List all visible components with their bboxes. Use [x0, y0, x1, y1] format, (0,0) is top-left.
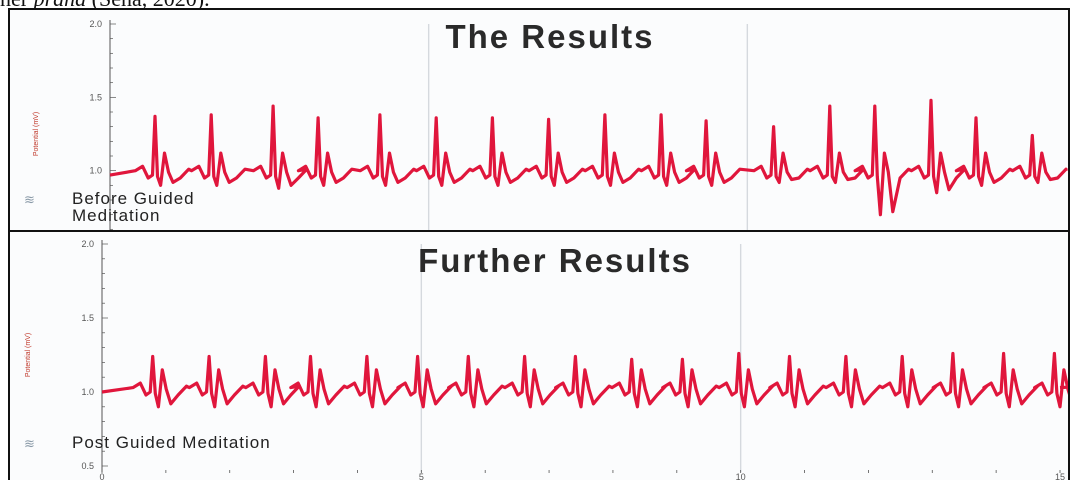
caption-prefix: ner [0, 0, 34, 11]
chart-panel-after: 2.0 1.5 1.0 0.5 0 5 10 15 Potential (mV) Further … [8, 230, 1070, 480]
y-tick-label: 2.0 [81, 239, 94, 249]
y-axis-label: Potential (mV) [25, 333, 32, 377]
series-line [101, 351, 1068, 409]
caption-italic-word: prana [34, 0, 87, 11]
wave-icon: ≋ [24, 437, 35, 452]
legend-series-name: Before Guided [72, 189, 195, 208]
x-tick-label: 10 [736, 472, 746, 480]
legend-series-name-line2: Meditation [72, 206, 160, 225]
y-tick-label: 1.0 [81, 387, 94, 397]
x-tick-label: 0 [99, 472, 104, 480]
y-tick-label: 0.5 [81, 461, 94, 471]
chart-after-svg: 2.0 1.5 1.0 0.5 0 5 10 15 Potential (mV) Further … [24, 239, 1068, 480]
series-line [109, 98, 1068, 217]
y-tick-label: 2.0 [89, 19, 102, 29]
x-tick-label: 15 [1055, 472, 1065, 480]
y-tick-label: 1.5 [89, 92, 102, 102]
chart-title: Further Results [418, 242, 692, 279]
y-tick-label: 1.0 [89, 166, 102, 176]
chart-title: The Results [445, 18, 654, 55]
legend-series-name: Post Guided Meditation [72, 433, 271, 452]
wave-icon: ≋ [24, 193, 35, 208]
caption-suffix: (Sena, 2020). [86, 0, 210, 11]
y-axis-label: Potential (mV) [33, 112, 40, 156]
figure-caption: ner prana (Sena, 2020). [0, 0, 210, 12]
x-tick-label: 5 [419, 472, 424, 480]
y-tick-label: 1.5 [81, 313, 94, 323]
